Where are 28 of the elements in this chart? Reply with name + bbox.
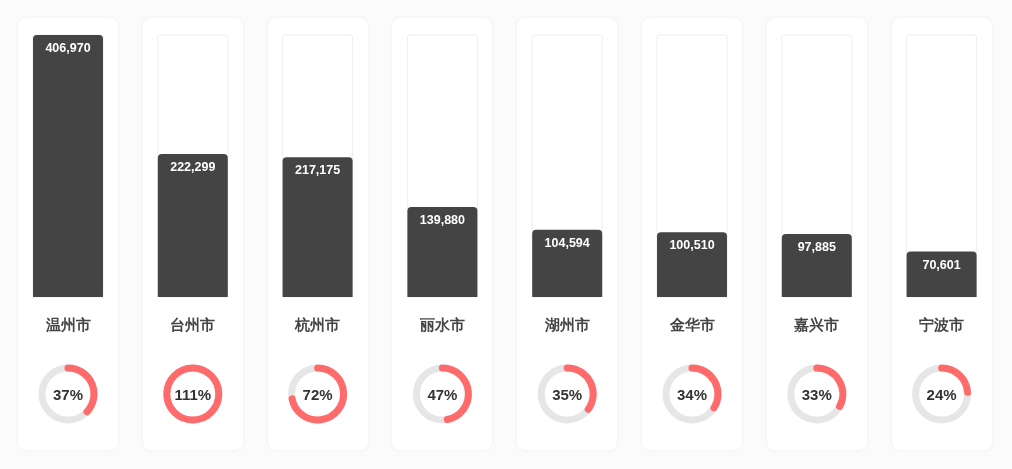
data-label: 111% — [174, 385, 212, 403]
data-label: 47% — [427, 385, 458, 403]
x-tick-label: 金华市 — [668, 316, 715, 333]
x-tick-label: 丽水市 — [418, 316, 465, 333]
data-label: 24% — [926, 385, 957, 403]
data-label: 35% — [552, 385, 583, 403]
data-label: 37% — [52, 385, 84, 403]
bar — [906, 251, 977, 297]
x-tick-label: 杭州市 — [294, 316, 341, 333]
data-label: 70,601 — [922, 257, 961, 272]
x-tick-label: 台州市 — [170, 316, 216, 333]
data-label: 222,299 — [170, 159, 216, 174]
x-tick-label: 嘉兴市 — [794, 316, 840, 333]
data-label: 100,510 — [669, 238, 715, 253]
data-label: 217,175 — [295, 163, 341, 178]
bar — [657, 232, 727, 297]
data-label: 104,594 — [544, 235, 590, 250]
data-label: 34% — [676, 385, 708, 403]
bar — [781, 233, 852, 297]
data-label: 72% — [302, 385, 333, 403]
x-tick-label: 湖州市 — [543, 316, 590, 333]
data-label: 97,885 — [797, 239, 836, 254]
x-tick-label: 温州市 — [44, 316, 91, 333]
data-label: 406,970 — [45, 41, 91, 55]
x-tick-label: 宁波市 — [919, 316, 965, 333]
bar — [532, 229, 603, 297]
data-label: 33% — [801, 385, 832, 403]
data-label: 139,880 — [419, 212, 466, 227]
